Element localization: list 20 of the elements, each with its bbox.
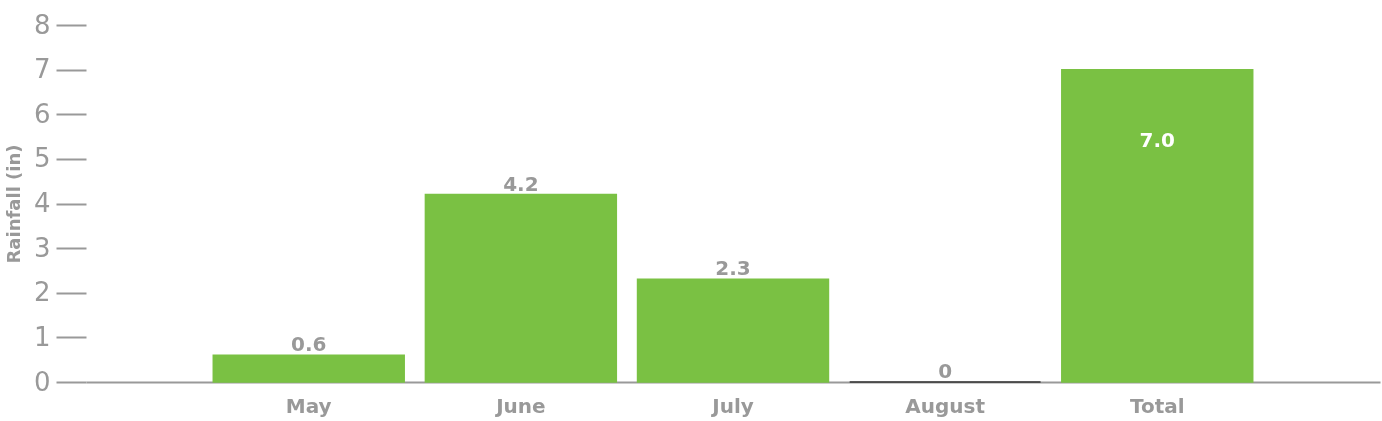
- y-tick-label: 4: [33, 188, 51, 218]
- y-tick-label: 3: [33, 232, 51, 263]
- data-label: 0.6: [291, 332, 327, 357]
- data-label: 0: [938, 359, 953, 383]
- y-tick-label: 2: [33, 277, 51, 308]
- y-tick-label: 8: [33, 9, 51, 40]
- y-tick-label: 1: [33, 321, 51, 352]
- x-tick-label: June: [494, 393, 546, 418]
- x-tick-label: July: [710, 393, 754, 418]
- data-label: 2.3: [715, 256, 751, 281]
- y-tick-label: 0: [33, 366, 51, 397]
- x-tick-label: Total: [1129, 393, 1185, 418]
- y-tick-label: 7: [33, 54, 51, 85]
- x-tick-label: August: [905, 393, 986, 418]
- data-label: 7.0: [1139, 127, 1175, 152]
- data-label: 4.2: [503, 171, 539, 196]
- y-tick-label: 5: [33, 143, 51, 174]
- y-axis-title: Rainfall (in): [2, 144, 24, 264]
- y-tick-label: 6: [33, 98, 51, 129]
- x-tick-label: May: [285, 393, 332, 418]
